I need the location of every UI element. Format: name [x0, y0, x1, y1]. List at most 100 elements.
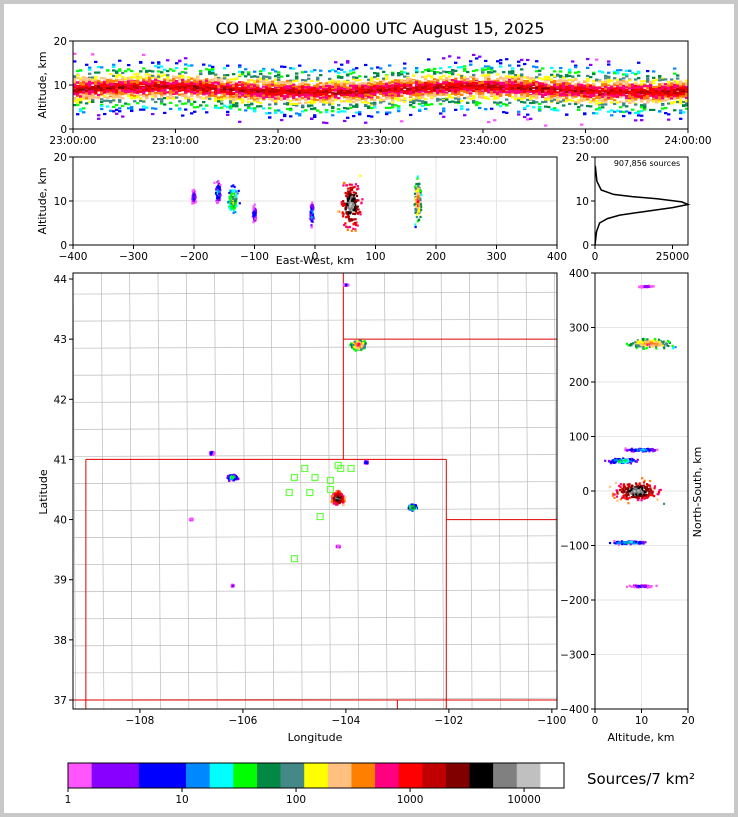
density-pixel [385, 112, 389, 116]
density-pixel [268, 103, 272, 106]
density-pixel [640, 80, 644, 83]
density-pixel [256, 90, 260, 93]
density-pixel [625, 88, 629, 92]
density-pixel [520, 82, 524, 86]
density-pixel [418, 109, 422, 112]
density-pixel [127, 68, 131, 71]
density-pixel [262, 75, 266, 78]
density-pixel [568, 98, 572, 102]
density-pixel [247, 100, 251, 103]
density-pixel [511, 96, 515, 99]
density-pixel [121, 82, 125, 85]
density-pixel [151, 92, 155, 95]
density-pixel [343, 100, 347, 103]
density-pixel [247, 73, 251, 76]
density-pixel [364, 63, 368, 67]
density-pixel [436, 93, 440, 96]
density-pixel [241, 91, 245, 94]
density-pixel [178, 74, 182, 77]
density-pixel [349, 92, 353, 95]
density-pixel [340, 76, 344, 79]
density-pixel [301, 81, 305, 84]
density-pixel [106, 84, 110, 88]
density-pixel [358, 96, 362, 100]
density-pixel [277, 92, 281, 95]
density-pixel [559, 96, 563, 99]
density-pixel [253, 109, 257, 112]
density-pixel [550, 81, 554, 84]
density-pixel [391, 94, 395, 97]
density-pixel [559, 87, 563, 90]
density-pixel [448, 66, 452, 69]
density-pixel [211, 84, 215, 87]
density-pixel [490, 66, 494, 70]
density-pixel [82, 78, 86, 81]
density-pixel [133, 88, 137, 91]
density-pixel [418, 84, 422, 87]
density-pixel [484, 65, 488, 68]
density-pixel [79, 95, 83, 98]
density-pixel [91, 88, 95, 91]
density-pixel [487, 66, 491, 69]
density-pixel [157, 86, 161, 89]
density-pixel [466, 89, 470, 92]
density-pixel [274, 70, 278, 73]
density-pixel [568, 71, 572, 74]
density-pixel [640, 83, 644, 86]
density-pixel [268, 107, 272, 110]
density-pixel [76, 101, 80, 105]
density-pixel [76, 90, 80, 94]
density-pixel [532, 106, 536, 109]
density-pixel [640, 91, 644, 95]
density-pixel [145, 73, 149, 76]
density-pixel [304, 83, 308, 86]
density-pixel [118, 86, 122, 89]
density-pixel [148, 75, 152, 78]
density-pixel [472, 77, 476, 80]
density-pixel [301, 78, 305, 82]
density-pixel [427, 92, 431, 95]
density-pixel [106, 87, 110, 90]
density-pixel [367, 91, 371, 94]
density-pixel [460, 86, 464, 89]
density-pixel [631, 93, 635, 96]
density-pixel [166, 74, 170, 77]
density-pixel [235, 87, 239, 91]
density-pixel [103, 86, 107, 89]
density-pixel [457, 101, 461, 105]
density-pixel [415, 80, 419, 84]
density-pixel [634, 88, 638, 91]
density-pixel [352, 83, 356, 86]
density-pixel [640, 87, 644, 91]
density-pixel [145, 69, 149, 73]
density-pixel [346, 83, 350, 86]
density-pixel [409, 103, 413, 107]
density-pixel [415, 89, 419, 92]
density-pixel [340, 68, 344, 71]
density-pixel [145, 81, 149, 84]
density-pixel [73, 90, 77, 93]
density-pixel [439, 86, 443, 89]
density-pixel [589, 90, 593, 94]
density-pixel [394, 95, 398, 99]
density-pixel [232, 105, 236, 108]
density-pixel [268, 85, 272, 88]
density-pixel [295, 104, 299, 107]
density-pixel [541, 95, 545, 99]
density-pixel [256, 94, 260, 97]
density-pixel [607, 91, 611, 95]
density-pixel [286, 87, 290, 90]
density-pixel [508, 64, 512, 67]
density-pixel [250, 93, 254, 96]
density-pixel [79, 90, 83, 94]
density-pixel [283, 95, 287, 98]
density-pixel [484, 87, 488, 91]
density-pixel [256, 75, 260, 78]
density-pixel [394, 85, 398, 88]
density-pixel [271, 91, 275, 94]
density-pixel [94, 75, 98, 79]
density-pixel [214, 97, 218, 100]
density-pixel [616, 87, 620, 90]
density-pixel [166, 69, 170, 73]
density-pixel [358, 95, 362, 98]
